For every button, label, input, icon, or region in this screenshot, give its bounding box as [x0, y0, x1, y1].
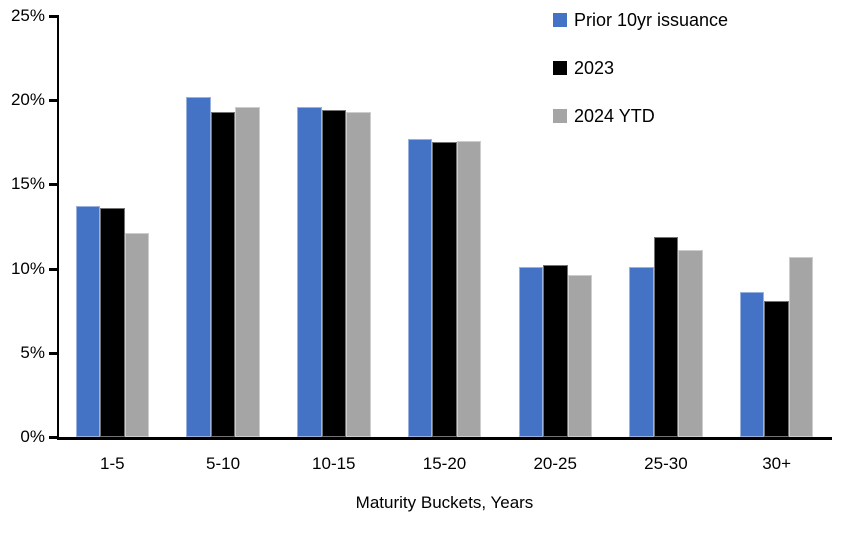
bar-2024-ytd-5-10	[235, 106, 260, 437]
legend-item-2024-ytd: 2024 YTD	[553, 106, 728, 126]
y-tick-label: 25%	[10, 6, 45, 25]
x-tick-label: 5-10	[206, 454, 241, 473]
y-tick-label: 5%	[20, 342, 45, 362]
bar-prior-10yr-issuance-5-10	[186, 96, 211, 437]
y-tick-mark	[49, 351, 57, 355]
bar-2023-20-25	[543, 265, 568, 437]
y-tick-mark	[49, 99, 57, 103]
bar-2024-ytd-1-5	[124, 233, 150, 437]
y-tick-label: 10%	[10, 258, 45, 278]
y-tick-label: 15%	[10, 174, 45, 194]
legend-label: 2023	[574, 58, 615, 78]
legend-label: 2024 YTD	[574, 106, 655, 126]
bar-prior-10yr-issuance-10-15	[297, 106, 322, 437]
bar-2023-25-30	[653, 236, 679, 437]
y-tick-mark	[49, 183, 57, 187]
x-tick-label: 10-15	[312, 454, 356, 473]
bar-prior-10yr-issuance-20-25	[518, 266, 543, 437]
x-tick-label: 25-30	[644, 454, 688, 473]
bar-2024-ytd-20-25	[567, 275, 592, 437]
bar-2023-1-5	[100, 208, 125, 437]
x-tick-label: 30+	[762, 454, 792, 473]
x-tick-label: 20-25	[533, 454, 577, 473]
bar-2023-15-20	[432, 142, 457, 437]
x-tick-label: 15-20	[422, 454, 467, 473]
bar-2024-ytd-30-	[788, 256, 814, 437]
legend-item-2023: 2023	[553, 58, 728, 78]
bar-2024-ytd-25-30	[678, 250, 703, 437]
x-axis-line	[57, 437, 832, 440]
legend-swatch-2024-ytd	[553, 109, 567, 123]
x-tick-label: 1-5	[100, 454, 125, 473]
x-axis-title: Maturity Buckets, Years	[355, 493, 534, 512]
bar-2024-ytd-10-15	[346, 112, 371, 437]
bar-prior-10yr-issuance-1-5	[75, 206, 101, 437]
bar-2023-30-	[764, 300, 789, 437]
bar-prior-10yr-issuance-30-	[739, 292, 765, 437]
y-tick-label: 20%	[10, 90, 45, 110]
bar-2023-10-15	[321, 110, 346, 437]
legend-swatch-2023	[553, 61, 567, 75]
y-tick-mark	[49, 267, 57, 271]
legend: Prior 10yr issuance 2023 2024 YTD	[553, 10, 728, 154]
bar-prior-10yr-issuance-15-20	[407, 138, 433, 437]
y-tick-mark	[49, 15, 57, 18]
bar-prior-10yr-issuance-25-30	[629, 266, 654, 437]
y-axis-line	[57, 15, 59, 440]
bar-2024-ytd-15-20	[456, 140, 482, 437]
y-tick-mark	[49, 436, 57, 439]
bar-2023-5-10	[210, 112, 236, 437]
y-tick-label: 0%	[20, 427, 45, 446]
legend-swatch-prior-10yr-issuance	[553, 13, 567, 27]
legend-item-prior-10yr-issuance: Prior 10yr issuance	[553, 10, 728, 30]
legend-label: Prior 10yr issuance	[574, 10, 729, 30]
